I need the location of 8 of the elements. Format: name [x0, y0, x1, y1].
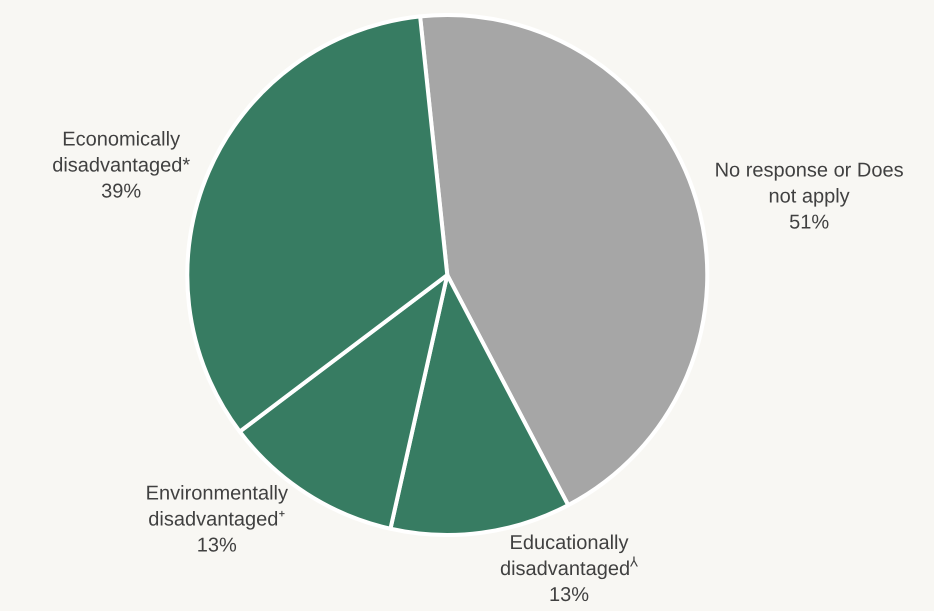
data-label: 13% [196, 534, 238, 557]
slice-label: No response or Does not apply [714, 159, 904, 208]
data-label: 51% [789, 211, 830, 234]
data-label: 13% [548, 584, 590, 606]
data-label: 39% [101, 180, 142, 203]
slice-label: Environmentally disadvantaged⁺ [146, 482, 288, 531]
slice-label: Economically disadvantaged* [52, 128, 190, 177]
slice-label: Educationally disadvantaged$^{⅄}$ [500, 532, 638, 580]
